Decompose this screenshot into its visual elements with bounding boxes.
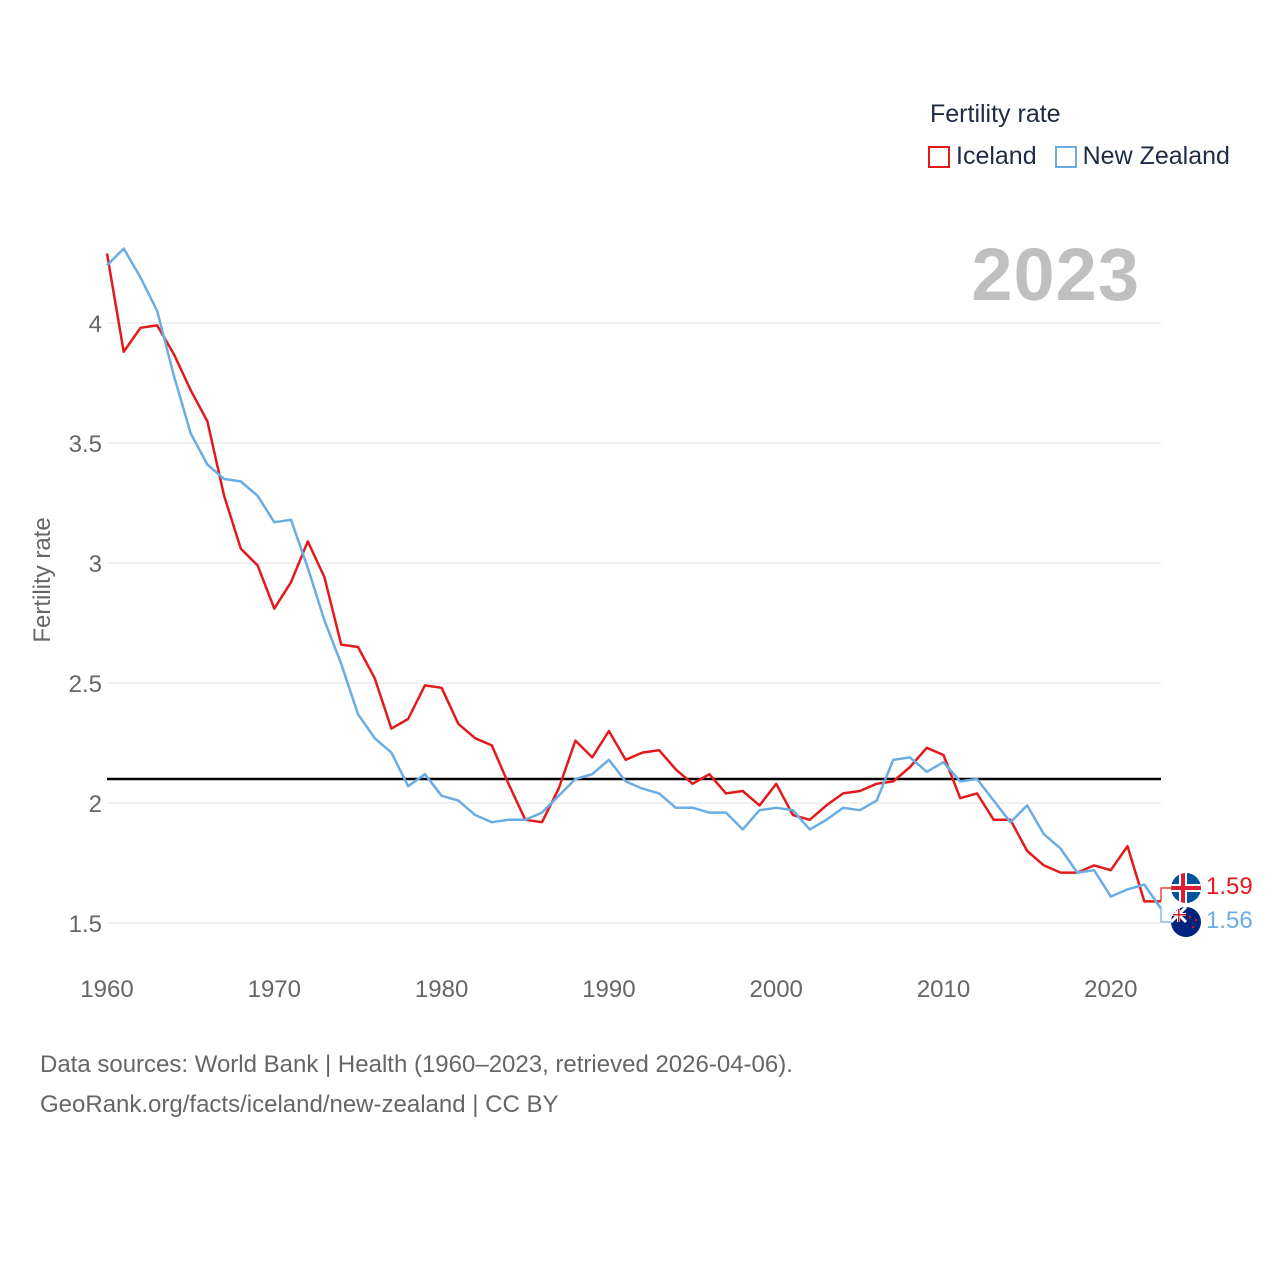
legend-swatch-new-zealand <box>1054 145 1077 168</box>
footer: Data sources: World Bank | Health (1960–… <box>40 1045 793 1125</box>
y-tick-label: 1.5 <box>69 911 102 938</box>
legend-swatch-iceland <box>928 145 950 168</box>
x-tick-label: 1970 <box>248 976 301 1003</box>
y-axis-ticks: 1.5 2 2.5 3 3.5 4 <box>69 311 102 938</box>
x-tick-label: 2000 <box>750 976 803 1003</box>
new-zealand-flag-icon <box>1171 907 1201 937</box>
fertility-line-chart: 1.5 2 2.5 3 3.5 4 1960 1970 1980 1990 2000 2010 202… <box>29 247 1253 1003</box>
footer-sources: Data sources: World Bank | Health (1960–… <box>40 1051 793 1078</box>
leader-new-zealand <box>1160 908 1171 923</box>
x-tick-label: 1980 <box>415 976 468 1003</box>
x-tick-label: 1960 <box>80 976 133 1003</box>
x-tick-label: 1990 <box>582 976 635 1003</box>
footer-attribution[interactable]: GeoRank.org/facts/iceland/new-zealand | … <box>40 1091 559 1118</box>
year-label: 2023 <box>971 233 1140 316</box>
end-value-iceland: 1.59 <box>1206 873 1253 900</box>
legend-title: Fertility rate <box>930 100 1061 128</box>
x-tick-label: 2010 <box>917 976 970 1003</box>
series-line-iceland[interactable] <box>105 253 1161 903</box>
x-tick-label: 2020 <box>1084 976 1137 1003</box>
iceland-flag-icon <box>1171 873 1201 903</box>
y-tick-label: 2 <box>89 791 102 818</box>
series-line-new-zealand[interactable] <box>106 247 1163 910</box>
y-tick-label: 4 <box>89 311 102 338</box>
y-tick-label: 3 <box>89 551 102 578</box>
legend-item-iceland[interactable]: Iceland <box>928 142 1037 171</box>
leader-iceland <box>1160 887 1171 902</box>
gridlines <box>107 322 1161 924</box>
legend-label-new-zealand: New Zealand <box>1082 142 1230 170</box>
series-lines <box>105 247 1163 910</box>
end-value-new-zealand: 1.56 <box>1206 907 1253 934</box>
legend: Iceland New Zealand <box>928 142 1248 171</box>
legend-item-new-zealand[interactable]: New Zealand <box>1054 142 1230 171</box>
end-markers: 1.59 1.56 <box>1160 873 1253 937</box>
y-axis-label: Fertility rate <box>29 517 56 642</box>
y-tick-label: 2.5 <box>69 671 102 698</box>
y-tick-label: 3.5 <box>69 431 102 458</box>
x-axis-ticks: 1960 1970 1980 1990 2000 2010 2020 <box>80 976 1137 1003</box>
legend-label-iceland: Iceland <box>956 142 1037 170</box>
